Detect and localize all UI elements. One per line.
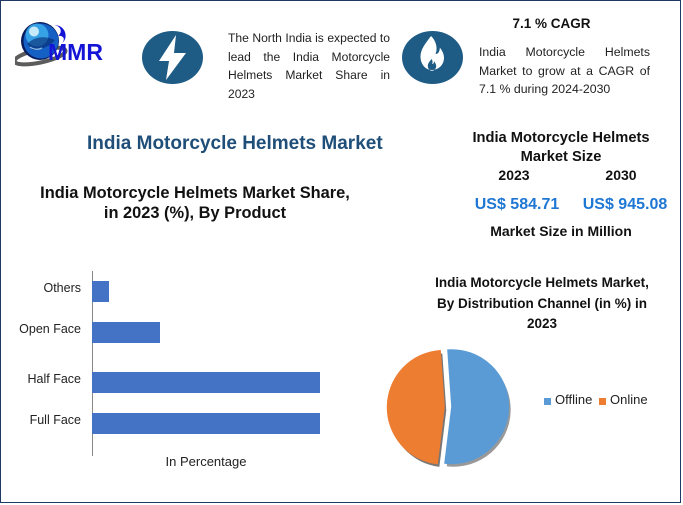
svg-text:MMR: MMR — [48, 39, 103, 65]
